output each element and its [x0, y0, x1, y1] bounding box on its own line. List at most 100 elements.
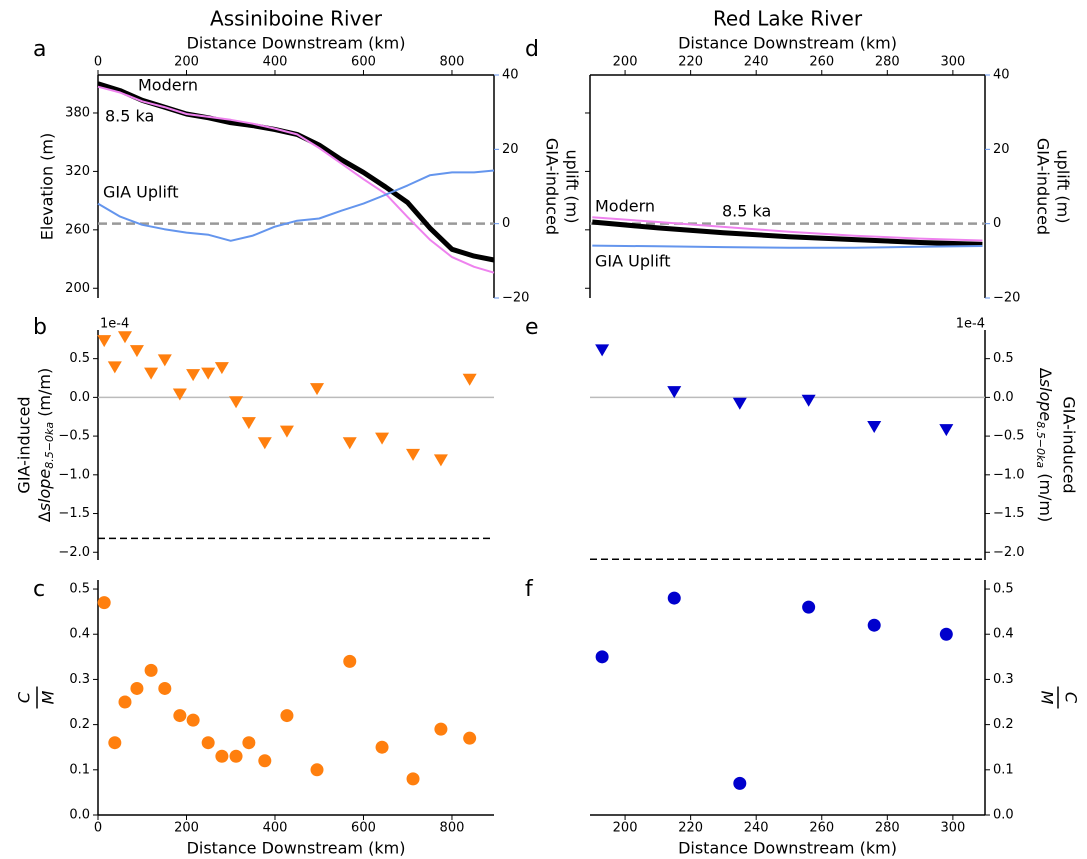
- y2-tick-label: 20: [502, 142, 519, 157]
- y-tick-label: −1.5: [993, 506, 1025, 521]
- point: [733, 776, 747, 790]
- y-tick-label: −1.0: [58, 467, 90, 482]
- y2-tick-label: −20: [993, 291, 1020, 306]
- y2-axis-label: GIA-induced: [543, 138, 562, 235]
- panel-letter: a: [33, 37, 46, 62]
- point: [434, 722, 448, 736]
- y-tick-label: 0.4: [993, 627, 1014, 642]
- y-tick-label: 0.2: [69, 717, 90, 732]
- point: [118, 695, 132, 709]
- point: [97, 596, 111, 610]
- point: [130, 681, 144, 695]
- point: [214, 362, 229, 375]
- point: [157, 354, 172, 367]
- y-tick-label: −0.5: [58, 429, 90, 444]
- point: [172, 388, 187, 401]
- x-tick-label: 400: [263, 821, 288, 836]
- y-tick-label: 260: [65, 222, 90, 237]
- point: [310, 763, 324, 777]
- y2-tick-label: 0: [993, 216, 1001, 231]
- point: [310, 383, 325, 396]
- y-tick-label: 0.5: [69, 582, 90, 597]
- y-tick-label: 380: [65, 105, 90, 120]
- point: [939, 627, 953, 641]
- fraction-denominator: M: [39, 690, 58, 704]
- point: [201, 736, 215, 750]
- series-label: Modern: [138, 76, 198, 95]
- y-tick-label: −0.5: [993, 429, 1025, 444]
- label-part: (m/m): [1037, 468, 1056, 522]
- point: [867, 421, 882, 434]
- x-axis-label: Distance Downstream (km): [678, 839, 897, 858]
- x-tick-label: 200: [174, 821, 199, 836]
- series-label: GIA Uplift: [595, 252, 671, 271]
- y-tick-label: 320: [65, 164, 90, 179]
- series-line: [97, 85, 495, 274]
- point: [406, 772, 420, 786]
- x-tick-label: 240: [744, 821, 769, 836]
- point: [406, 448, 421, 461]
- label-part: (m/m): [35, 368, 54, 422]
- y-tick-label: 0.0: [993, 808, 1014, 823]
- point: [595, 650, 609, 664]
- point: [229, 396, 244, 409]
- point: [939, 424, 954, 437]
- x-tick-label: 800: [440, 821, 465, 836]
- point: [107, 361, 122, 374]
- label-part: Δ: [35, 511, 54, 522]
- point: [801, 394, 816, 407]
- series-label: 8.5 ka: [105, 107, 154, 126]
- x-tick-label: 300: [940, 821, 965, 836]
- point: [215, 749, 229, 763]
- point: [97, 335, 112, 348]
- y-axis-label: GIA-induced: [1060, 396, 1079, 493]
- x-axis-label: Distance Downstream (km): [187, 34, 406, 53]
- point: [201, 367, 216, 380]
- x-tick-label: 300: [940, 55, 965, 70]
- point: [667, 591, 681, 605]
- x-tick-label: 200: [613, 821, 638, 836]
- point: [258, 754, 272, 768]
- point: [463, 731, 477, 745]
- y-axis-label: GIA-induced: [15, 396, 34, 493]
- x-tick-label: 200: [174, 55, 199, 70]
- point: [257, 437, 272, 450]
- y-tick-label: 0.0: [69, 808, 90, 823]
- y-axis-label: Elevation (m): [38, 133, 57, 240]
- y-axis-label: Δslope8.5−0ka (m/m): [1034, 368, 1056, 523]
- panel-letter: d: [525, 37, 539, 62]
- y-tick-label: −1.0: [993, 467, 1025, 482]
- label-part: slope: [1037, 379, 1056, 422]
- point: [433, 454, 448, 467]
- point: [129, 345, 144, 358]
- x-tick-label: 600: [351, 821, 376, 836]
- label-part: Δ: [1037, 368, 1056, 379]
- point: [241, 417, 256, 430]
- series-line: [97, 169, 495, 242]
- x-tick-label: 0: [94, 821, 102, 836]
- series-line: [97, 81, 495, 263]
- x-tick-label: 240: [744, 55, 769, 70]
- y-tick-label: 0.0: [69, 390, 90, 405]
- x-tick-label: 400: [263, 55, 288, 70]
- label-part: slope: [35, 469, 54, 512]
- y2-axis-label: uplift (m): [563, 150, 582, 224]
- point: [144, 367, 159, 380]
- y2-axis-label: uplift (m): [1054, 150, 1073, 224]
- label-part: 8.5−0ka: [1034, 421, 1047, 468]
- series-label: 8.5 ka: [722, 202, 771, 221]
- point: [342, 437, 357, 450]
- y-tick-label: −2.0: [58, 545, 90, 560]
- x-tick-label: 260: [809, 821, 834, 836]
- point: [242, 736, 256, 750]
- point: [144, 663, 158, 677]
- y2-tick-label: 20: [993, 142, 1010, 157]
- series-line: [592, 219, 983, 247]
- y-tick-label: 0.1: [69, 762, 90, 777]
- point: [117, 331, 132, 344]
- point: [279, 425, 294, 438]
- point: [158, 681, 172, 695]
- x-tick-label: 220: [678, 821, 703, 836]
- point: [375, 740, 389, 754]
